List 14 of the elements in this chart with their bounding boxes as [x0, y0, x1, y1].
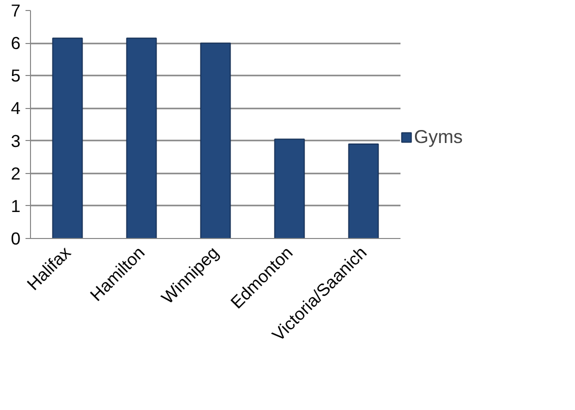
y-tick-label: 2: [10, 163, 21, 184]
y-tick-label: 0: [10, 228, 21, 248]
bar: [126, 38, 157, 238]
bar: [52, 38, 83, 238]
bar: [348, 144, 379, 238]
y-tick-label: 1: [10, 196, 21, 216]
bar: [274, 138, 305, 238]
y-tick-label: 7: [10, 0, 21, 20]
y-tick-label: 5: [10, 66, 21, 86]
bar: [200, 42, 231, 238]
y-tick-label: 3: [10, 130, 21, 151]
legend-label: Gyms: [414, 126, 463, 148]
y-tick-label: 6: [10, 33, 21, 54]
y-tick-label: 4: [10, 98, 21, 118]
